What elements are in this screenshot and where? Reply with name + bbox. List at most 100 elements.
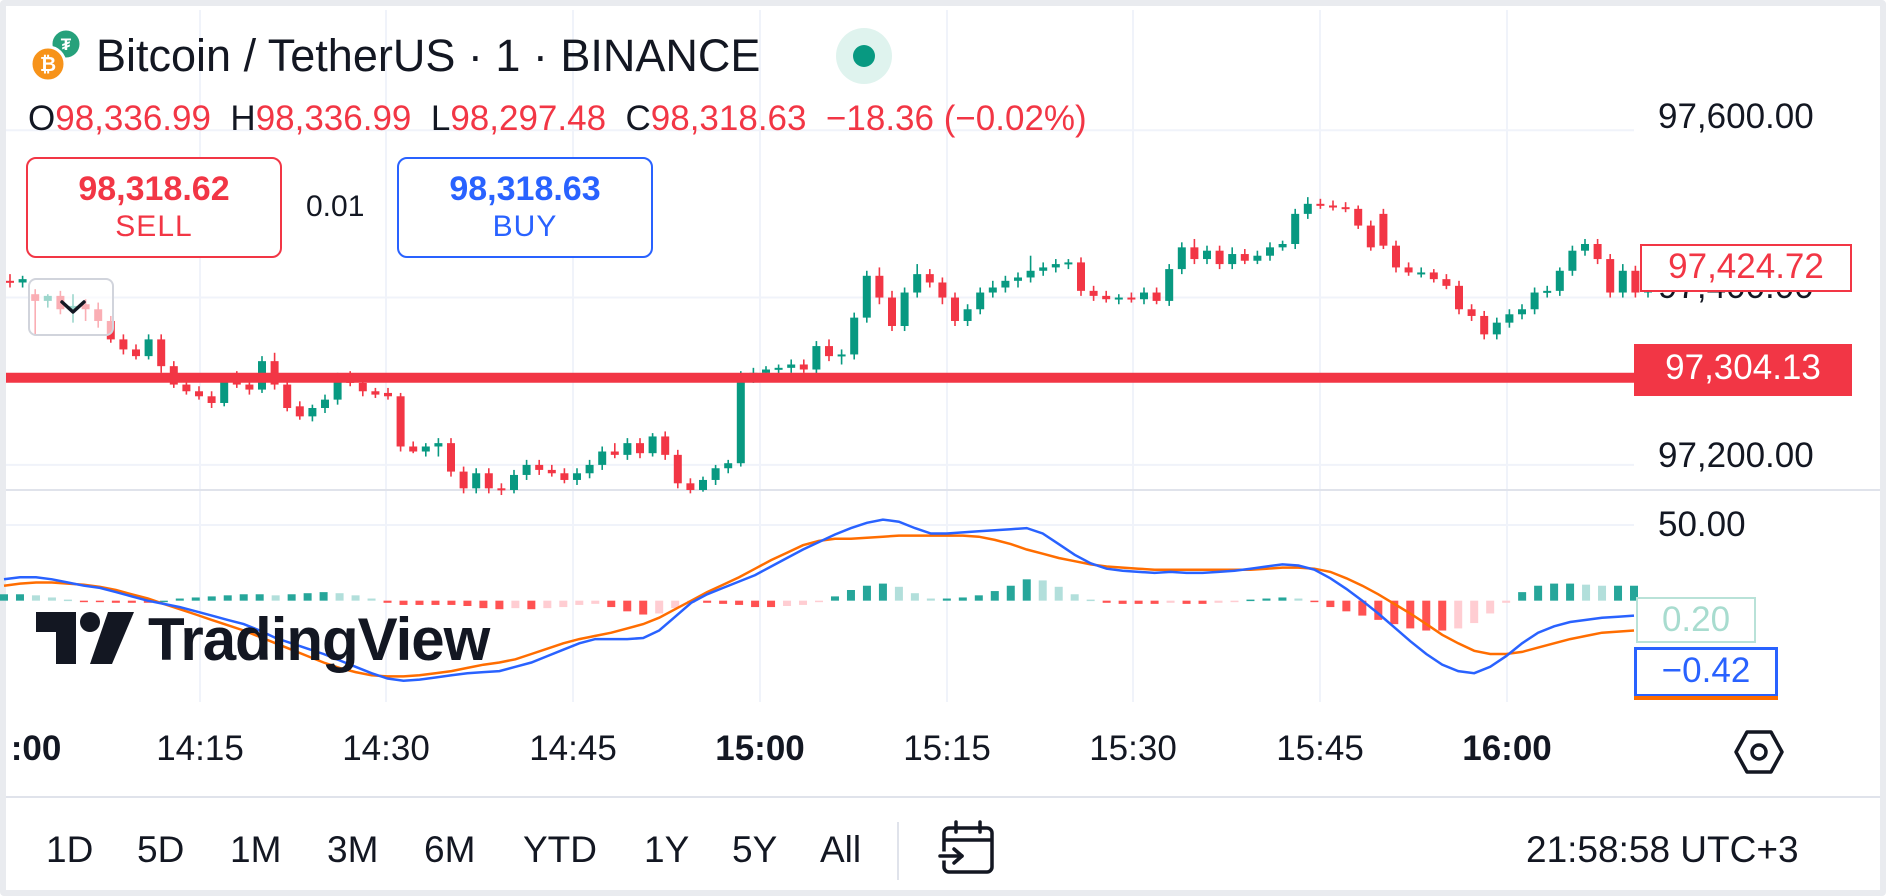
candle-body [1203, 250, 1211, 260]
candle-body [1026, 270, 1035, 278]
range-button-5d[interactable]: 5D [137, 829, 185, 870]
macd-histogram-bar [1198, 600, 1207, 604]
candle-body [787, 364, 796, 368]
macd-histogram-bar [351, 595, 360, 601]
buy-button[interactable]: 98,318.63 BUY [397, 157, 653, 258]
candle-body [1341, 207, 1350, 210]
range-button-all[interactable]: All [820, 829, 862, 870]
bottom-toolbar [6, 796, 1880, 892]
macd-histogram-bar [495, 600, 504, 610]
candle-body [686, 483, 695, 490]
candle-body [1417, 272, 1426, 275]
macd-histogram-bar [1310, 600, 1319, 603]
macd-histogram-bar [63, 599, 72, 602]
macd-histogram-bar [1086, 599, 1095, 602]
candle-body [888, 297, 896, 326]
macd-histogram-bar [1486, 600, 1495, 614]
macd-histogram-bar [463, 600, 472, 606]
candle-body [1606, 259, 1615, 293]
candle-body [1014, 277, 1022, 281]
macd-histogram-bar [431, 600, 440, 605]
range-button-1d[interactable]: 1D [46, 829, 94, 870]
candle-body [1064, 262, 1073, 265]
range-button-3m[interactable]: 3M [327, 829, 379, 870]
macd-histogram-bar [783, 600, 792, 606]
macd-histogram-bar [95, 600, 104, 603]
candle-body [1215, 250, 1224, 265]
candle-body [951, 297, 959, 321]
candle-body [1518, 309, 1526, 315]
candle-body [1392, 245, 1400, 268]
candle-body [1266, 247, 1274, 256]
macd-histogram-bar [1214, 600, 1223, 603]
macd-histogram-bar [990, 591, 999, 601]
candle-body [447, 443, 455, 472]
range-button-1y[interactable]: 1Y [644, 829, 690, 870]
candle-body [1379, 213, 1388, 246]
time-axis-label: 16:00 [1462, 729, 1552, 768]
macd-histogram-bar [0, 594, 8, 601]
macd-histogram-bar [1454, 600, 1463, 629]
spread-value: 0.01 [306, 190, 365, 223]
candle-body [1530, 292, 1539, 310]
high-label: H [230, 99, 256, 138]
macd-histogram-bar [639, 600, 648, 615]
macd-histogram-bar [1230, 600, 1239, 603]
low-label: L [430, 99, 451, 138]
macd-histogram-bar [1166, 600, 1175, 603]
candle-body [1618, 270, 1627, 293]
buy-label: BUY [492, 210, 558, 243]
horizontal-line-price-tag[interactable]: 97,304.13 [1634, 344, 1852, 396]
market-open-indicator[interactable] [836, 28, 892, 84]
settings-hexagon-icon[interactable] [1734, 728, 1784, 776]
time-axis-label: 14:45 [529, 729, 617, 768]
sell-button[interactable]: 98,318.62 SELL [26, 157, 282, 258]
tradingview-logo: TradingView [36, 606, 490, 676]
candle-body [1329, 205, 1337, 208]
candle-body [1291, 213, 1300, 244]
open-label: O [28, 99, 56, 138]
clock-timezone[interactable]: 21:58:58 UTC+3 [1526, 829, 1799, 870]
candle-body [384, 392, 392, 397]
time-axis-label: 15:45 [1276, 729, 1364, 768]
bitcoin-tether-icon: ₮ ₿ [26, 27, 83, 84]
candle-body [900, 292, 909, 326]
calendar-goto-icon[interactable] [938, 818, 998, 878]
candle-body [1316, 203, 1325, 206]
candle-body [1366, 225, 1375, 248]
range-button-1m[interactable]: 1M [230, 829, 282, 870]
macd-histogram-bar [399, 600, 408, 605]
ohlc-legend: O98,336.99 H98,336.99 L98,297.48 C98,318… [28, 98, 1087, 140]
collapse-legend-button[interactable] [28, 278, 114, 336]
candle-body [799, 364, 808, 370]
candle-body [762, 369, 770, 373]
candle-body [736, 376, 745, 464]
range-button-6m[interactable]: 6M [424, 829, 476, 870]
range-button-ytd[interactable]: YTD [523, 829, 597, 870]
macd-histogram-bar [111, 600, 120, 603]
candle-body [636, 443, 644, 454]
sell-price: 98,318.62 [78, 170, 230, 208]
symbol-title[interactable]: Bitcoin / TetherUS · 1 · BINANCE [96, 30, 761, 81]
macd-histogram-bar [1342, 600, 1351, 612]
macd-histogram-bar [335, 593, 344, 601]
macd-histogram-bar [255, 594, 264, 601]
range-button-5y[interactable]: 5Y [732, 829, 778, 870]
candle-body [1077, 262, 1085, 291]
candle-body [371, 391, 380, 395]
macd-histogram-bar [415, 600, 424, 605]
candle-body [661, 436, 670, 455]
macd-histogram-bar [1502, 600, 1511, 603]
candle-body [396, 396, 405, 447]
macd-histogram-bar [1438, 600, 1447, 631]
candle-body [648, 436, 657, 454]
macd-histogram-bar [79, 600, 88, 603]
candle-body [1303, 203, 1312, 214]
candle-body [1593, 244, 1602, 260]
macd-histogram-bar [1358, 600, 1367, 616]
macd-histogram-bar [1630, 585, 1638, 601]
candle-body [711, 468, 720, 480]
candle-body [976, 292, 985, 310]
